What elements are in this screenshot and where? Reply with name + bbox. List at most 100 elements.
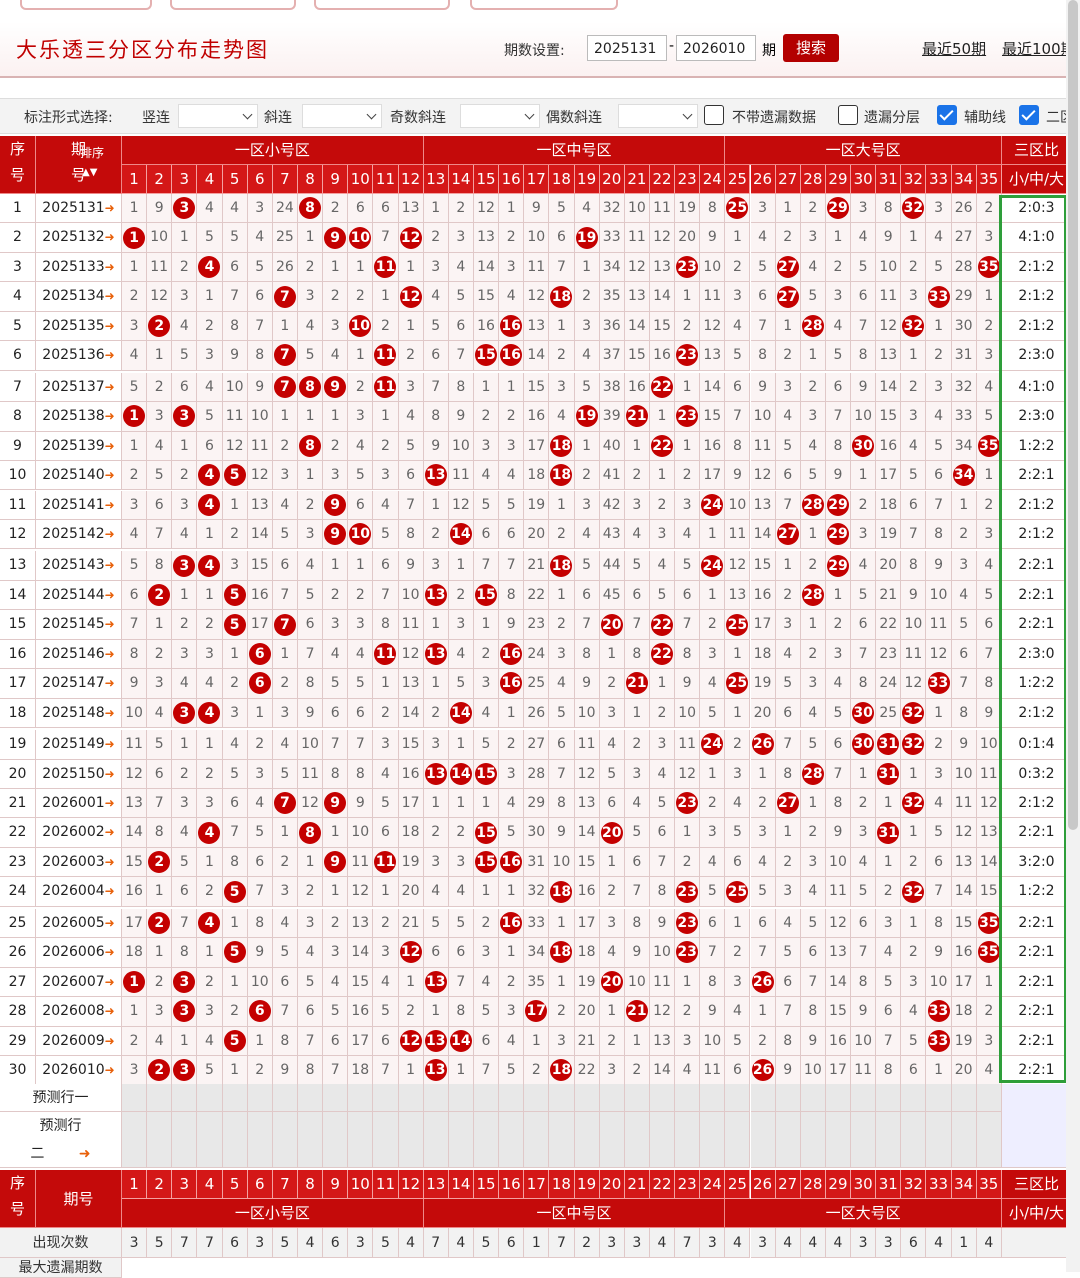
period-to-input[interactable]: 2026010 [676, 35, 756, 61]
checkbox-zone-two[interactable] [1019, 105, 1039, 125]
top-tab-3[interactable] [314, 0, 450, 10]
option-even-diagonal-select[interactable] [618, 104, 698, 128]
predict-cell[interactable] [373, 1112, 399, 1168]
predict-cell[interactable] [448, 1084, 474, 1112]
predict-cell[interactable] [147, 1084, 173, 1112]
predict-cell[interactable] [725, 1112, 751, 1168]
predict-cell[interactable] [649, 1084, 676, 1112]
period-header[interactable]: 期号 排序 ▲▼ [36, 136, 122, 194]
predict-cell[interactable] [675, 1112, 701, 1168]
predict-cell[interactable] [574, 1112, 600, 1168]
predict-cell[interactable] [800, 1112, 826, 1168]
search-button[interactable]: 搜索 [783, 34, 839, 62]
drawn-ball: 3 [173, 554, 196, 577]
predict-cell[interactable] [147, 1112, 173, 1168]
predict-cell[interactable] [323, 1084, 349, 1112]
sort-arrows-icon[interactable]: ▲▼ [82, 167, 98, 178]
predict-cell[interactable] [272, 1084, 298, 1112]
predict-cell[interactable] [901, 1112, 927, 1168]
option-vertical-select[interactable] [178, 104, 258, 128]
predict-cell[interactable] [297, 1112, 324, 1168]
predict-cell[interactable] [524, 1112, 550, 1168]
predict-cell[interactable] [524, 1084, 550, 1112]
omission-value: 3 [230, 557, 240, 574]
option-diagonal-select[interactable] [302, 104, 382, 128]
predict-cell[interactable] [599, 1084, 625, 1112]
checkbox-aux-line[interactable] [937, 105, 957, 125]
predict-cell[interactable] [750, 1112, 776, 1168]
predict-cell[interactable] [750, 1084, 776, 1112]
predict-cell[interactable] [700, 1112, 726, 1168]
omission-value: 1 [129, 200, 139, 216]
top-tab-4[interactable] [470, 0, 618, 10]
scrollbar[interactable] [1066, 0, 1080, 1272]
predict-cell[interactable] [172, 1084, 198, 1112]
predict-cell[interactable] [473, 1084, 500, 1112]
predict-cell[interactable] [398, 1084, 424, 1112]
predict-cell[interactable] [624, 1112, 650, 1168]
sort-button[interactable]: 排序 [80, 146, 105, 160]
predict-cell[interactable] [825, 1084, 852, 1112]
predict-cell[interactable] [499, 1112, 525, 1168]
predict-cell[interactable] [197, 1084, 223, 1112]
predict-cell[interactable] [574, 1084, 600, 1112]
omission-value: 2 [657, 496, 667, 513]
predict-cell[interactable] [297, 1084, 324, 1112]
predict-cell[interactable] [373, 1084, 399, 1112]
recent-50-link[interactable]: 最近50期 [922, 40, 987, 58]
predict-cell[interactable] [825, 1112, 852, 1168]
checkbox-omission-layer[interactable] [838, 105, 858, 125]
predict-cell[interactable] [926, 1112, 952, 1168]
predict-cell[interactable] [348, 1084, 374, 1112]
predict-cell[interactable] [448, 1112, 474, 1168]
arrow-down-icon[interactable]: ➜ [78, 1146, 91, 1162]
predict-cell[interactable] [725, 1084, 751, 1112]
predict-cell[interactable] [197, 1112, 223, 1168]
predict-cell[interactable] [222, 1084, 248, 1112]
predict-cell[interactable] [323, 1112, 349, 1168]
predict-cell[interactable] [951, 1112, 977, 1168]
predict-cell[interactable] [876, 1112, 902, 1168]
predict-cell[interactable] [272, 1112, 298, 1168]
predict-cell[interactable] [926, 1084, 952, 1112]
predict-cell[interactable] [976, 1112, 1002, 1168]
scrollbar-thumb[interactable] [1068, 0, 1078, 830]
omission-value: 6 [858, 616, 868, 633]
number-cell: 3 [423, 730, 449, 760]
predict-cell[interactable] [599, 1112, 625, 1168]
predict-cell[interactable] [851, 1084, 877, 1112]
checkbox-no-omission[interactable] [704, 105, 724, 125]
predict-cell[interactable] [549, 1112, 575, 1168]
predict-cell[interactable] [348, 1112, 374, 1168]
predict-cell[interactable] [122, 1112, 148, 1168]
predict-cell[interactable] [976, 1084, 1002, 1112]
omission-value: 12 [979, 795, 998, 811]
predict-cell[interactable] [172, 1112, 198, 1168]
option-odd-diagonal-select[interactable] [460, 104, 540, 128]
predict-cell[interactable] [423, 1084, 449, 1112]
top-tab-2[interactable] [170, 0, 296, 10]
predict-cell[interactable] [624, 1084, 650, 1112]
period-from-input[interactable]: 2025131 [587, 35, 667, 61]
predict-cell[interactable] [423, 1112, 449, 1168]
predict-cell[interactable] [876, 1084, 902, 1112]
predict-cell[interactable] [247, 1112, 273, 1168]
predict-cell[interactable] [398, 1112, 424, 1168]
predict-cell[interactable] [951, 1084, 977, 1112]
predict-cell[interactable] [649, 1112, 676, 1168]
predict-cell[interactable] [775, 1084, 801, 1112]
predict-cell[interactable] [499, 1084, 525, 1112]
predict-cell[interactable] [222, 1112, 248, 1168]
predict-cell[interactable] [775, 1112, 801, 1168]
predict-cell[interactable] [675, 1084, 701, 1112]
predict-cell[interactable] [549, 1084, 575, 1112]
recent-100-link[interactable]: 最近100期 [1002, 40, 1076, 58]
top-tab-1[interactable] [20, 0, 152, 10]
predict-cell[interactable] [122, 1084, 148, 1112]
predict-cell[interactable] [901, 1084, 927, 1112]
predict-cell[interactable] [247, 1084, 273, 1112]
predict-cell[interactable] [851, 1112, 877, 1168]
predict-cell[interactable] [700, 1084, 726, 1112]
predict-cell[interactable] [800, 1084, 826, 1112]
predict-cell[interactable] [473, 1112, 500, 1168]
